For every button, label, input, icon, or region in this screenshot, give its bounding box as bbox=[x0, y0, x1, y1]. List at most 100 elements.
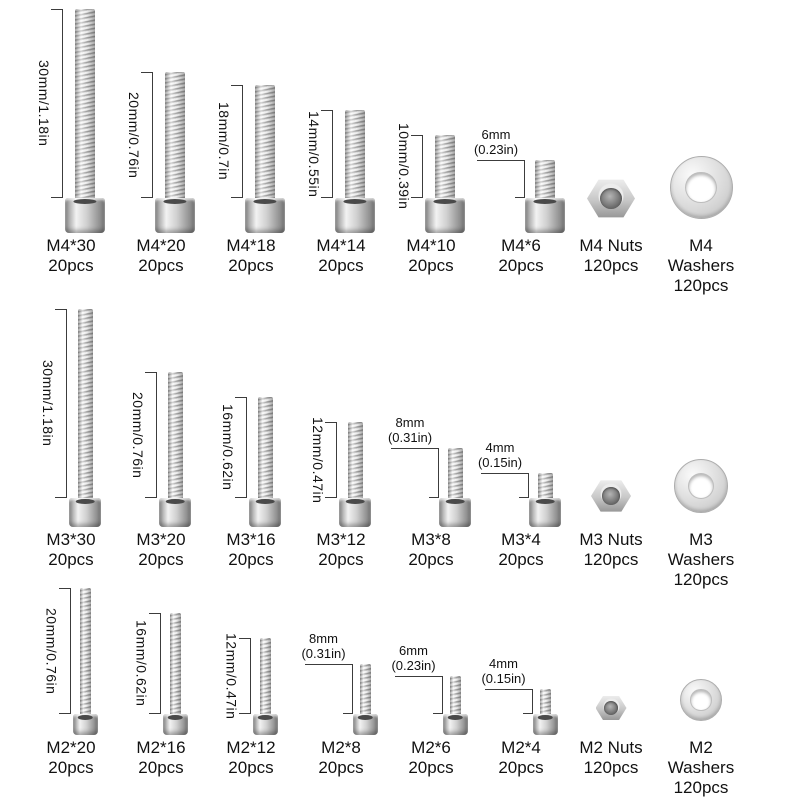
item-caption: M2*20 20pcs bbox=[46, 735, 95, 800]
dimension-annotation: 10mm/0.39in bbox=[396, 123, 423, 210]
screw-threaded-shaft bbox=[447, 448, 463, 498]
item-caption: M4*20 20pcs bbox=[136, 233, 185, 298]
bracket-top-tick bbox=[145, 372, 157, 373]
screw-socket-head bbox=[65, 198, 105, 233]
item-quantity: 20pcs bbox=[228, 255, 274, 275]
dimension-label: 6mm (0.23in) bbox=[471, 127, 521, 158]
screw-threaded-shaft bbox=[347, 422, 363, 498]
screw-item: 14mm/0.55in M4*14 20pcs bbox=[296, 8, 386, 298]
dimension-bracket bbox=[411, 135, 423, 198]
screw-figure: 6mm (0.23in) bbox=[391, 643, 468, 735]
item-caption: M2*6 20pcs bbox=[408, 735, 453, 800]
screw-threaded-shaft bbox=[537, 473, 553, 498]
bracket-top-tick bbox=[391, 448, 439, 449]
screw-socket-head bbox=[335, 198, 375, 233]
screw-item: 16mm/0.62in M2*16 20pcs bbox=[116, 576, 206, 800]
bracket-line bbox=[249, 638, 251, 714]
bracket-line bbox=[531, 689, 533, 714]
item-caption: M2*4 20pcs bbox=[498, 735, 543, 800]
item-name: M3*12 bbox=[316, 530, 366, 549]
dimension-label: 14mm/0.55in bbox=[306, 110, 322, 198]
screw-photo bbox=[69, 309, 101, 527]
screw-threaded-shaft bbox=[165, 72, 185, 198]
washer-figure bbox=[674, 459, 728, 527]
item-quantity: 20pcs bbox=[138, 757, 184, 777]
washer-photo bbox=[674, 459, 728, 513]
bracket-top-tick bbox=[141, 72, 153, 73]
bracket-line bbox=[242, 85, 243, 198]
item-quantity: 20pcs bbox=[498, 757, 544, 777]
dimension-annotation: 20mm/0.76in bbox=[130, 372, 157, 498]
washer-item: M4 Washers 120pcs bbox=[656, 8, 746, 298]
bracket-top-tick bbox=[148, 613, 161, 614]
dimension-label: 20mm/0.76in bbox=[130, 391, 146, 479]
screw-figure: 4mm (0.15in) bbox=[481, 656, 558, 735]
bracket-top-tick bbox=[235, 397, 247, 398]
item-quantity: 20pcs bbox=[408, 255, 454, 275]
bracket-top-tick bbox=[411, 135, 423, 136]
bracket-line bbox=[524, 160, 525, 198]
screw-photo bbox=[339, 422, 371, 527]
item-caption: M4*10 20pcs bbox=[406, 233, 455, 298]
bracket-line bbox=[441, 676, 443, 714]
hex-nut-photo bbox=[595, 696, 627, 720]
bracket-bottom-tick bbox=[519, 497, 529, 498]
item-name: M2*4 bbox=[501, 738, 541, 757]
screw-item: 12mm/0.47in M2*12 20pcs bbox=[206, 576, 296, 800]
screw-figure: 12mm/0.47in bbox=[310, 417, 371, 527]
screw-photo bbox=[72, 588, 98, 735]
dimension-annotation: 20mm/0.76in bbox=[44, 588, 71, 714]
screw-photo bbox=[65, 9, 105, 233]
nut-figure bbox=[595, 695, 627, 735]
nut-figure bbox=[587, 178, 635, 233]
dimension-bracket bbox=[325, 422, 337, 498]
dimension-bracket bbox=[141, 72, 153, 198]
screw-item: 20mm/0.76in M2*20 20pcs bbox=[26, 576, 116, 800]
item-quantity: 120pcs bbox=[583, 255, 639, 275]
washer-figure bbox=[680, 679, 722, 735]
bracket-bottom-tick bbox=[145, 497, 157, 498]
bracket-bottom-tick bbox=[515, 197, 525, 198]
screw-figure: 16mm/0.62in bbox=[134, 613, 188, 735]
screw-threaded-shaft bbox=[79, 588, 91, 714]
dimension-label: 12mm/0.47in bbox=[223, 632, 240, 720]
dimension-annotation: 30mm/1.18in bbox=[40, 309, 67, 498]
item-caption: M3*16 20pcs bbox=[226, 527, 275, 592]
screw-photo bbox=[162, 613, 188, 735]
item-quantity: 20pcs bbox=[138, 255, 184, 275]
nut-hole bbox=[601, 487, 621, 505]
dimension-label: 4mm (0.15in) bbox=[475, 440, 525, 471]
screw-item: 4mm (0.15in) M2*4 20pcs bbox=[476, 576, 566, 800]
screw-item: 10mm/0.39in M4*10 20pcs bbox=[386, 8, 476, 298]
bracket-top-tick bbox=[481, 473, 529, 474]
dimension-label: 4mm (0.15in) bbox=[479, 656, 529, 687]
screw-photo bbox=[245, 85, 285, 233]
bracket-bottom-tick bbox=[411, 197, 423, 198]
hex-nut-photo bbox=[591, 480, 631, 512]
bracket-bottom-tick bbox=[432, 713, 443, 714]
screw-photo bbox=[439, 448, 471, 527]
nut-item: M2 Nuts 120pcs bbox=[566, 576, 656, 800]
washer-item: M2 Washers 120pcs bbox=[656, 576, 746, 800]
item-name: M3*30 bbox=[46, 530, 96, 549]
screw-item: 20mm/0.76in M3*20 20pcs bbox=[116, 300, 206, 592]
bracket-top-tick bbox=[304, 664, 353, 665]
item-name: M3*20 bbox=[136, 530, 186, 549]
dimension-label: 16mm/0.62in bbox=[220, 404, 236, 491]
nut-hole bbox=[599, 187, 623, 210]
bracket-line bbox=[438, 448, 439, 498]
dimension-annotation: 12mm/0.47in bbox=[310, 417, 337, 503]
bracket-top-tick bbox=[238, 638, 251, 639]
screw-socket-head bbox=[532, 714, 558, 735]
screw-photo bbox=[352, 664, 378, 735]
bracket-bottom-tick bbox=[522, 713, 533, 714]
screw-threaded-shaft bbox=[535, 160, 555, 198]
screw-socket-head bbox=[425, 198, 465, 233]
screw-socket-head bbox=[72, 714, 98, 735]
bracket-line bbox=[336, 422, 337, 498]
bracket-top-tick bbox=[321, 110, 333, 111]
screw-threaded-shaft bbox=[449, 676, 461, 714]
dimension-line: (0.23in) bbox=[473, 142, 519, 158]
screw-figure: 18mm/0.7in bbox=[216, 85, 285, 233]
dimension-annotation: 14mm/0.55in bbox=[306, 110, 333, 198]
